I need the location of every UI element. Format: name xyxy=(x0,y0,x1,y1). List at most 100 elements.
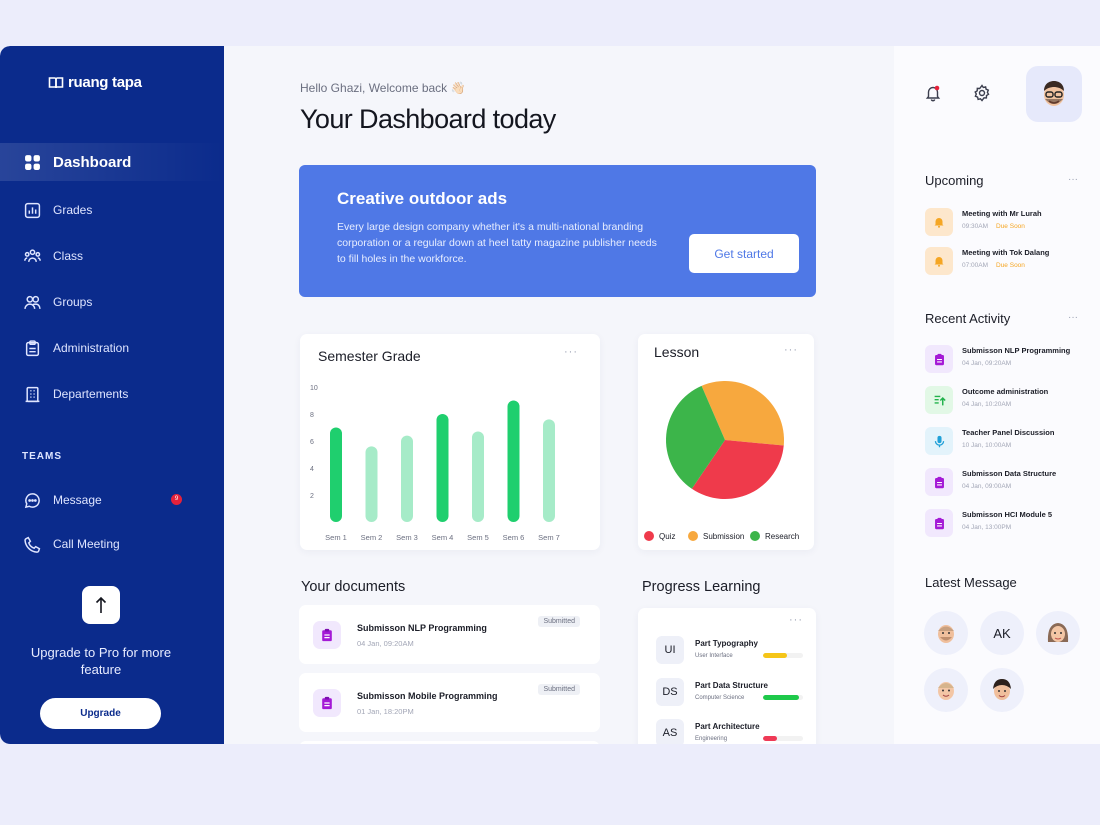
banner-text: Every large design company whether it's … xyxy=(337,221,657,265)
sidebar-item-call-meeting[interactable]: Call Meeting xyxy=(0,525,224,563)
x-tick-label: Sem 3 xyxy=(396,533,418,542)
activity-date: 04 Jan, 09:20AM xyxy=(962,360,1012,367)
document-item[interactable] xyxy=(299,741,600,744)
sidebar-item-message[interactable]: Message xyxy=(0,481,224,519)
recent-activity-title: Recent Activity xyxy=(925,311,1011,326)
progress-fill xyxy=(763,736,777,741)
legend-label: Submission xyxy=(703,532,744,541)
x-tick-label: Sem 5 xyxy=(467,533,489,542)
upcoming-icon-box xyxy=(925,208,953,236)
semester-grade-chart: 10 8 6 4 2 Sem 1 Sem 2 Sem 3 Sem 4 Sem 5 Sem 6 Sem … xyxy=(310,385,560,542)
pie-slice-submission xyxy=(701,381,784,446)
activity-icon-box xyxy=(925,509,953,537)
activity-item[interactable]: Submisson Data Structure 04 Jan, 09:00AM xyxy=(925,468,1095,498)
activity-icon-box xyxy=(925,427,953,455)
y-tick-label: 6 xyxy=(310,439,314,446)
sidebar-item-administration[interactable]: Administration xyxy=(0,329,224,367)
progress-bar xyxy=(763,653,803,658)
avatar xyxy=(1047,623,1069,642)
message-avatar[interactable] xyxy=(1036,611,1080,655)
message-avatar-ak[interactable]: AK xyxy=(980,611,1024,655)
semester-grade-menu[interactable]: ··· xyxy=(564,346,578,358)
settings-button[interactable] xyxy=(973,84,991,107)
clipboard-icon xyxy=(934,517,944,529)
avatar xyxy=(993,679,1011,700)
progress-subject: Engineering xyxy=(695,736,728,742)
document-item[interactable]: Submisson NLP Programming 04 Jan, 09:20A… xyxy=(299,605,600,664)
status-badge: Submitted xyxy=(538,616,580,627)
progress-card: ··· UI Part Typography User Interface DS… xyxy=(638,608,816,744)
clipboard-icon xyxy=(934,476,944,488)
message-avatar[interactable] xyxy=(924,611,968,655)
upgrade-button[interactable]: Upgrade xyxy=(40,698,161,729)
message-badge: 9 xyxy=(171,494,182,505)
clipboard-icon xyxy=(322,628,332,642)
document-title: Submisson Mobile Programming xyxy=(357,691,498,701)
activity-date: 04 Jan, 13:00PM xyxy=(962,524,1012,531)
upcoming-menu[interactable]: ··· xyxy=(1068,174,1078,185)
notification-button[interactable] xyxy=(924,84,942,107)
x-tick-label: Sem 4 xyxy=(432,533,454,542)
user-avatar[interactable] xyxy=(1026,66,1082,122)
get-started-button[interactable]: Get started xyxy=(689,234,799,273)
activity-title: Teacher Panel Discussion xyxy=(962,428,1055,437)
x-tick-label: Sem 2 xyxy=(361,533,383,542)
upcoming-due: Due Soon xyxy=(996,223,1025,230)
activity-item[interactable]: Teacher Panel Discussion 10 Jan, 10:00AM xyxy=(925,427,1095,457)
progress-name: Part Architecture xyxy=(695,722,760,731)
progress-item[interactable]: DS Part Data Structure Computer Science xyxy=(656,678,816,708)
sidebar-item-label: Grades xyxy=(53,203,93,217)
document-date: 04 Jan, 09:20AM xyxy=(357,639,414,648)
legend-marker xyxy=(688,531,698,541)
sidebar-item-grades[interactable]: Grades xyxy=(0,191,224,229)
upcoming-title: Upcoming xyxy=(925,173,984,188)
activity-menu[interactable]: ··· xyxy=(1068,312,1078,323)
app-window: ruang tapa Dashboard Grades Class Groups… xyxy=(0,46,1100,744)
gear-icon xyxy=(974,84,990,102)
upcoming-item[interactable]: Meeting with Tok Dalang 07:00AM Due Soon xyxy=(925,247,1095,275)
brand-name: ruang tapa xyxy=(68,74,142,91)
grade-bar xyxy=(472,431,484,522)
upcoming-title-text: Meeting with Mr Lurah xyxy=(962,209,1042,218)
sidebar-item-dashboard[interactable]: Dashboard xyxy=(0,143,224,181)
sidebar-item-departements[interactable]: Departements xyxy=(0,375,224,413)
x-tick-label: Sem 7 xyxy=(538,533,560,542)
upcoming-item[interactable]: Meeting with Mr Lurah 09:30AM Due Soon xyxy=(925,208,1095,236)
grade-bar xyxy=(507,400,520,522)
documents-title: Your documents xyxy=(301,579,406,595)
upload-list-icon xyxy=(934,395,946,405)
sidebar-item-groups[interactable]: Groups xyxy=(0,283,224,321)
sidebar-item-label: Dashboard xyxy=(53,153,132,171)
activity-item[interactable]: Outcome administration 04 Jan, 10:20AM xyxy=(925,386,1095,416)
lesson-title: Lesson xyxy=(654,344,700,360)
message-avatar[interactable] xyxy=(980,668,1024,712)
arrow-up-icon xyxy=(95,596,107,613)
brand-logo[interactable]: ruang tapa xyxy=(48,74,142,91)
groups-icon xyxy=(24,295,41,309)
grade-bar xyxy=(330,427,342,522)
activity-date: 10 Jan, 10:00AM xyxy=(962,442,1012,449)
upgrade-text: Upgrade to Pro for more feature xyxy=(30,645,172,677)
avatar xyxy=(938,682,954,700)
progress-item[interactable]: AS Part Architecture Engineering xyxy=(656,719,816,744)
sidebar-item-label: Call Meeting xyxy=(53,537,120,551)
book-icon xyxy=(48,76,64,88)
document-icon-box xyxy=(313,621,341,649)
progress-menu[interactable]: ··· xyxy=(789,614,803,626)
sidebar-item-class[interactable]: Class xyxy=(0,237,224,275)
document-item[interactable]: Submisson Mobile Programming 01 Jan, 18:… xyxy=(299,673,600,732)
legend-marker xyxy=(750,531,760,541)
page-title: Your Dashboard today xyxy=(300,104,556,134)
activity-title: Submisson HCI Module 5 xyxy=(962,510,1053,519)
y-tick-label: 10 xyxy=(310,385,318,392)
progress-item[interactable]: UI Part Typography User Interface xyxy=(656,636,816,666)
building-icon xyxy=(25,386,40,402)
activity-title: Submisson NLP Programming xyxy=(962,346,1071,355)
lesson-menu[interactable]: ··· xyxy=(784,344,798,356)
legend-label: Research xyxy=(765,532,799,541)
activity-item[interactable]: Submisson NLP Programming 04 Jan, 09:20AM xyxy=(925,345,1095,375)
grade-bar xyxy=(543,419,555,522)
activity-item[interactable]: Submisson HCI Module 5 04 Jan, 13:00PM xyxy=(925,509,1095,539)
message-avatar[interactable] xyxy=(924,668,968,712)
avatar xyxy=(938,625,954,643)
